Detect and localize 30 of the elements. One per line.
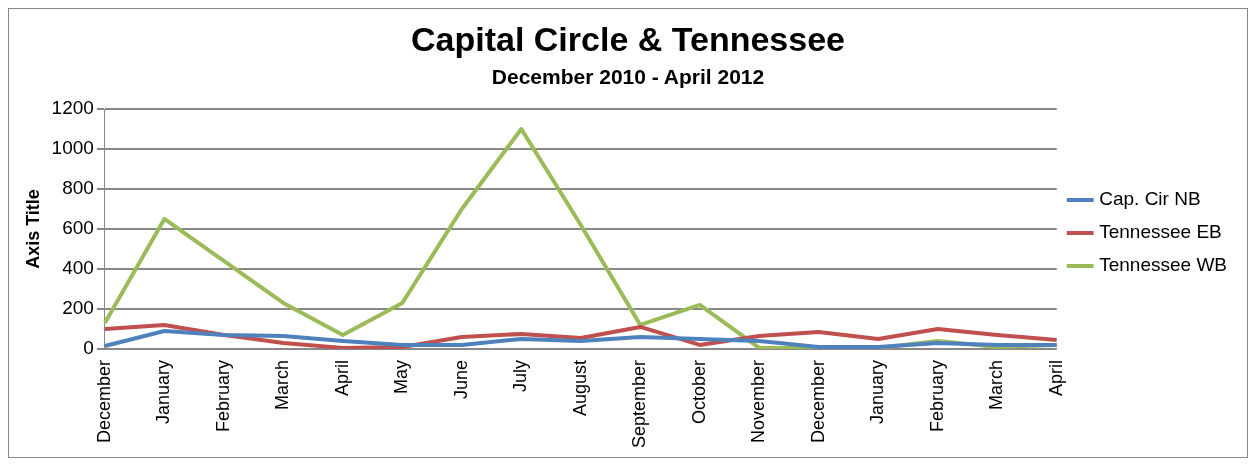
legend-label: Tennessee EB [1099, 221, 1222, 243]
x-tick-label: April [331, 359, 352, 396]
legend-label: Cap. Cir NB [1099, 188, 1201, 210]
y-tick-label: 1000 [51, 137, 94, 159]
x-tick-label: October [688, 359, 709, 424]
x-tick-label: January [153, 359, 174, 424]
y-tick-label: 400 [62, 257, 94, 279]
x-tick-label: May [391, 359, 412, 394]
y-tick-label: 1200 [51, 97, 94, 119]
chart-title: Capital Circle & Tennessee [411, 19, 845, 58]
x-tick-label: December [93, 359, 114, 443]
x-tick-label: November [748, 359, 769, 443]
y-tick-label: 200 [62, 297, 94, 319]
y-tick-label: 600 [62, 217, 94, 239]
y-tick-label: 0 [83, 337, 94, 359]
y-axis-title: Axis Title [22, 189, 43, 269]
x-tick-label: July [510, 359, 531, 392]
x-tick-label: August [569, 359, 590, 416]
x-tick-label: April [1045, 359, 1066, 396]
x-tick-label: March [986, 359, 1007, 410]
x-tick-label: February [926, 359, 947, 432]
x-tick-label: February [212, 359, 233, 432]
x-tick-label: January [867, 359, 888, 424]
y-tick-label: 800 [62, 177, 94, 199]
x-tick-label: December [807, 359, 828, 443]
x-tick-label: September [629, 359, 650, 449]
x-tick-label: March [272, 359, 293, 410]
legend-label: Tennessee WB [1099, 254, 1228, 276]
x-tick-label: June [450, 359, 471, 399]
chart-subtitle: December 2010 - April 2012 [491, 65, 765, 89]
